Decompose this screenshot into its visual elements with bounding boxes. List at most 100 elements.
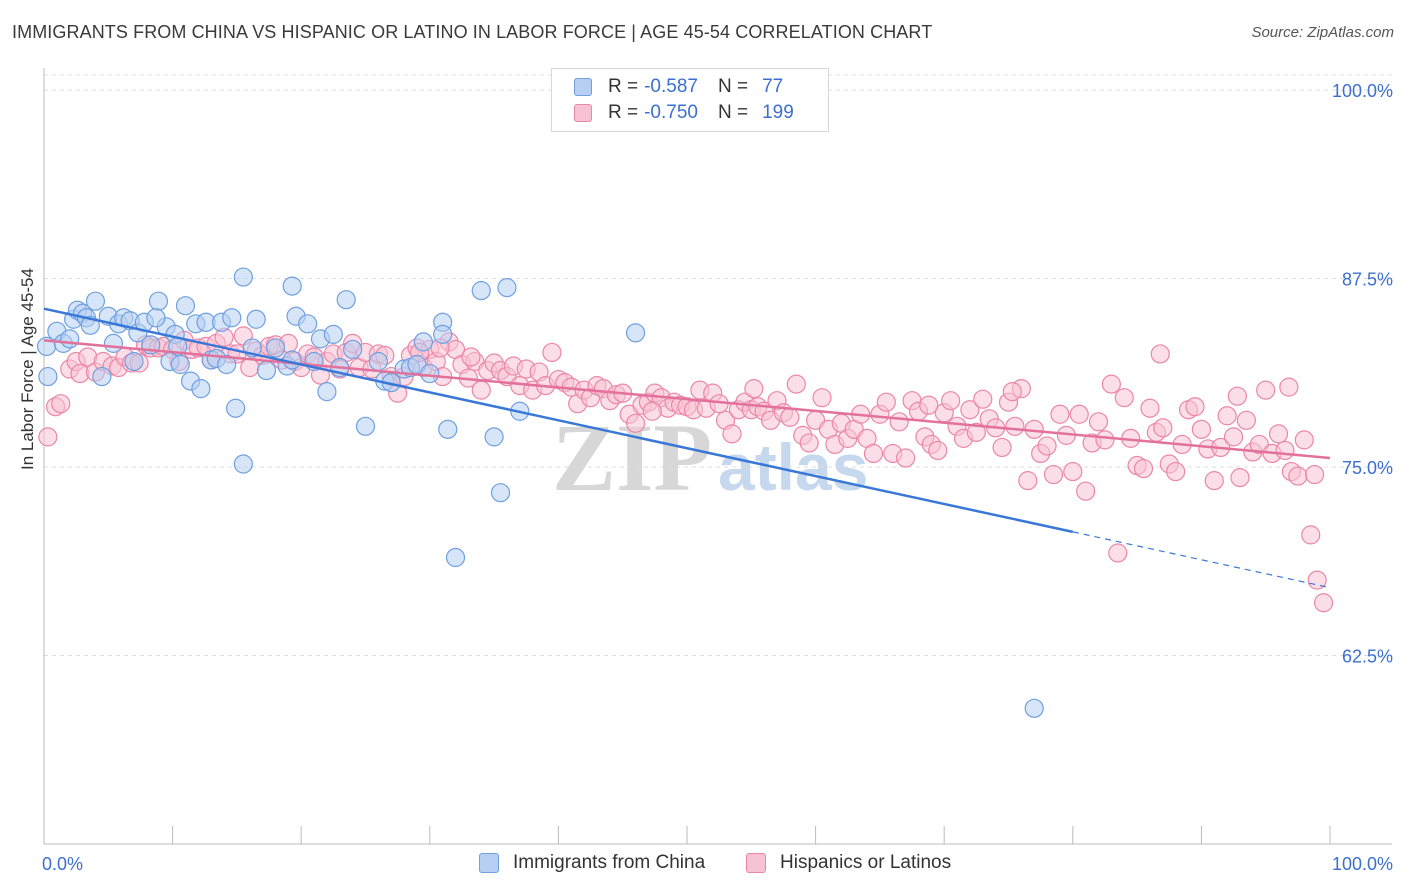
y-tick-label: 75.0%	[1342, 458, 1393, 478]
data-point	[1114, 388, 1134, 408]
data-point	[60, 329, 80, 349]
legend-r-label: R =	[608, 76, 639, 97]
legend-n-label: N =	[717, 102, 749, 123]
y-axis-label: In Labor Force | Age 45-54	[18, 268, 37, 470]
series-label-china: Immigrants from China	[513, 852, 706, 873]
data-point	[1313, 593, 1334, 613]
data-point	[1140, 398, 1160, 418]
legend-swatch-china	[574, 78, 592, 96]
data-point	[1223, 427, 1244, 447]
series-swatch-hispanic	[746, 853, 766, 873]
data-point	[799, 433, 819, 453]
data-point	[1005, 416, 1025, 436]
legend-r-label: R =	[608, 102, 639, 123]
data-point	[744, 379, 764, 399]
legend-r-value-hispanic: -0.750	[644, 102, 698, 123]
data-point	[256, 360, 277, 381]
data-point	[233, 267, 253, 287]
data-point	[222, 308, 242, 328]
data-point	[170, 354, 190, 375]
data-point	[1275, 440, 1295, 461]
data-point	[484, 427, 504, 447]
data-point	[323, 324, 343, 344]
data-point	[928, 440, 948, 461]
data-point	[148, 291, 169, 311]
y-tick-label: 87.5%	[1342, 270, 1393, 290]
x-tick-label: 100.0%	[1332, 854, 1393, 874]
series-label-hispanic: Hispanics or Latinos	[780, 852, 952, 873]
data-point	[336, 290, 356, 310]
data-point	[51, 394, 71, 414]
legend-row-hispanic: R = -0.750 N = 199	[574, 101, 794, 125]
y-tick-label: 100.0%	[1332, 81, 1393, 101]
data-point	[1294, 430, 1314, 450]
data-point	[1191, 419, 1212, 439]
data-point	[191, 379, 211, 399]
trend-line-hispanic	[43, 339, 1331, 460]
series-swatch-china	[479, 853, 499, 873]
legend-row-china: R = -0.587 N = 77	[574, 75, 783, 99]
data-point	[38, 427, 58, 447]
legend-n-value-china: 77	[762, 76, 784, 97]
data-point	[490, 483, 511, 503]
data-point	[343, 339, 363, 360]
data-point	[1063, 461, 1083, 482]
data-point	[722, 424, 742, 444]
data-point	[966, 422, 986, 442]
legend-r-value-china: -0.587	[644, 76, 698, 97]
data-point	[1307, 570, 1327, 590]
series-legend-china[interactable]: Immigrants from China	[479, 852, 705, 874]
series-legend-hispanic[interactable]: Hispanics or Latinos	[746, 852, 951, 874]
data-point	[433, 324, 453, 344]
data-point	[85, 291, 106, 311]
data-point	[876, 392, 896, 412]
data-point	[226, 398, 246, 418]
data-point	[445, 547, 466, 568]
data-point	[1268, 424, 1289, 444]
data-point	[298, 314, 318, 334]
legend-swatch-hispanic	[574, 104, 592, 122]
data-point	[1050, 404, 1070, 424]
data-point	[1095, 430, 1115, 450]
data-point	[992, 437, 1012, 458]
data-point	[355, 416, 376, 436]
data-point	[896, 448, 916, 468]
data-point	[92, 366, 112, 387]
data-point	[103, 333, 124, 353]
trend-line-china	[43, 307, 1074, 534]
data-point	[780, 407, 800, 427]
data-point	[1088, 412, 1109, 432]
x-tick-label: 0.0%	[42, 854, 83, 874]
y-tick-label: 62.5%	[1342, 647, 1393, 667]
data-point	[317, 382, 337, 402]
data-point	[919, 395, 939, 415]
data-point	[1153, 418, 1173, 438]
data-point	[1024, 698, 1044, 718]
data-point	[1043, 464, 1064, 485]
data-point	[471, 281, 491, 301]
data-point	[1256, 380, 1276, 400]
data-point	[471, 380, 491, 400]
data-point	[625, 413, 646, 433]
correlation-legend: R = -0.587 N = 77 R = -0.750 N = 199	[551, 68, 829, 132]
data-point	[1018, 471, 1038, 491]
chart-title: IMMIGRANTS FROM CHINA VS HISPANIC OR LAT…	[12, 22, 933, 42]
data-point	[973, 389, 993, 409]
data-point	[1101, 374, 1121, 394]
data-point	[1133, 458, 1154, 479]
legend-n-value-hispanic: 199	[762, 102, 794, 123]
data-point	[1227, 386, 1248, 406]
data-point	[642, 401, 662, 421]
legend-n-label: N =	[717, 76, 749, 97]
data-point	[1037, 436, 1057, 456]
data-point	[960, 400, 980, 420]
data-point	[146, 308, 166, 328]
data-point	[38, 366, 58, 387]
data-point	[413, 332, 433, 352]
data-point	[217, 354, 237, 375]
data-point	[542, 342, 562, 363]
data-point	[1217, 406, 1237, 426]
data-point	[1076, 481, 1096, 501]
data-point	[282, 276, 302, 296]
